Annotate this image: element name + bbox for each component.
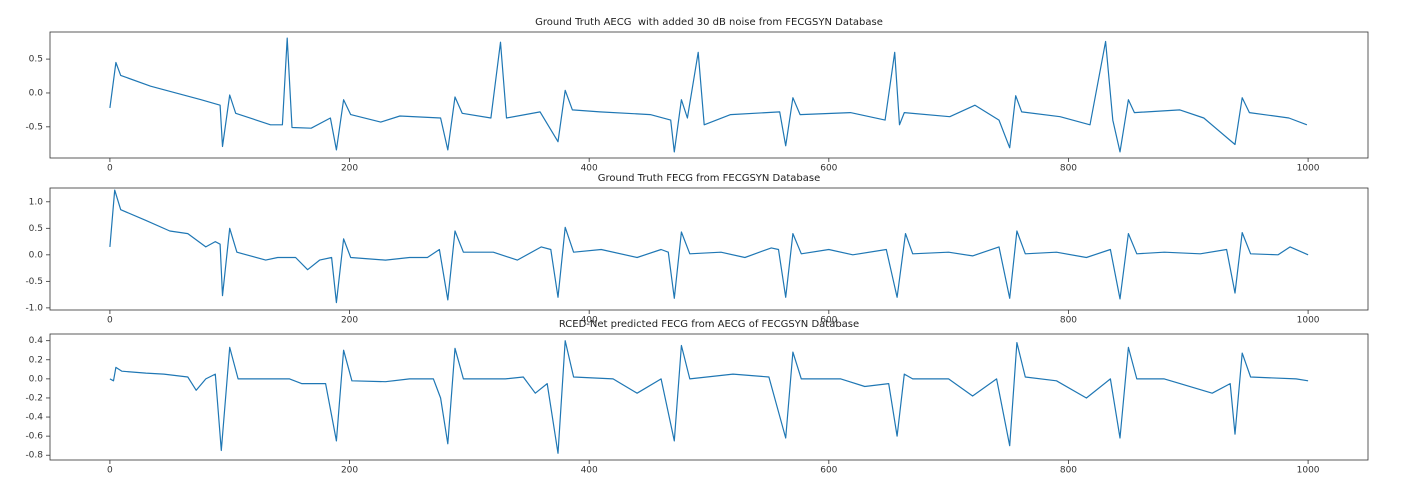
x-tick-label: 600 — [820, 466, 837, 476]
signal-line — [109, 37, 1308, 153]
x-tick-label: 0 — [107, 466, 113, 476]
x-tick-label: 1000 — [1297, 164, 1320, 174]
y-tick-label: -0.5 — [25, 277, 43, 287]
y-tick-label: -0.5 — [25, 122, 43, 132]
signal-line — [109, 189, 1309, 304]
x-tick-label: 200 — [341, 316, 358, 326]
x-tick-label: 800 — [1060, 164, 1077, 174]
signal-line — [109, 340, 1309, 454]
x-tick-label: 600 — [820, 316, 837, 326]
y-tick-label: -0.2 — [25, 393, 43, 403]
y-tick-label: -1.0 — [25, 303, 43, 313]
x-tick-label: 1000 — [1297, 466, 1320, 476]
chart-title: Ground Truth AECG with added 30 dB noise… — [535, 17, 883, 28]
x-tick-label: 1000 — [1297, 316, 1320, 326]
y-tick-label: 0.2 — [29, 355, 43, 365]
y-tick-label: -0.4 — [25, 413, 43, 423]
plot-frame — [49, 333, 1369, 461]
x-tick-label: 800 — [1060, 466, 1077, 476]
x-tick-label: 400 — [581, 316, 598, 326]
y-tick-label: 0.5 — [29, 55, 43, 65]
y-tick-label: 1.0 — [29, 197, 44, 207]
y-tick-label: 0.0 — [29, 374, 44, 384]
x-tick-label: 400 — [581, 466, 598, 476]
chart-title: RCED-Net predicted FECG from AECG of FEC… — [559, 319, 859, 330]
y-tick-label: 0.0 — [29, 88, 44, 98]
plot-frame — [49, 31, 1369, 159]
x-tick-label: 200 — [341, 466, 358, 476]
y-tick-label: -0.8 — [25, 451, 43, 461]
x-tick-label: 800 — [1060, 316, 1077, 326]
y-tick-label: -0.6 — [25, 432, 43, 442]
plot-frame — [49, 187, 1369, 311]
x-tick-label: 0 — [107, 164, 113, 174]
y-tick-label: 0.0 — [29, 250, 44, 260]
x-tick-label: 0 — [107, 316, 113, 326]
y-tick-label: 0.4 — [29, 336, 44, 346]
x-tick-label: 400 — [581, 164, 598, 174]
y-tick-label: 0.5 — [29, 224, 43, 234]
x-tick-label: 600 — [820, 164, 837, 174]
x-tick-label: 200 — [341, 164, 358, 174]
chart-title: Ground Truth FECG from FECGSYN Database — [598, 173, 821, 184]
